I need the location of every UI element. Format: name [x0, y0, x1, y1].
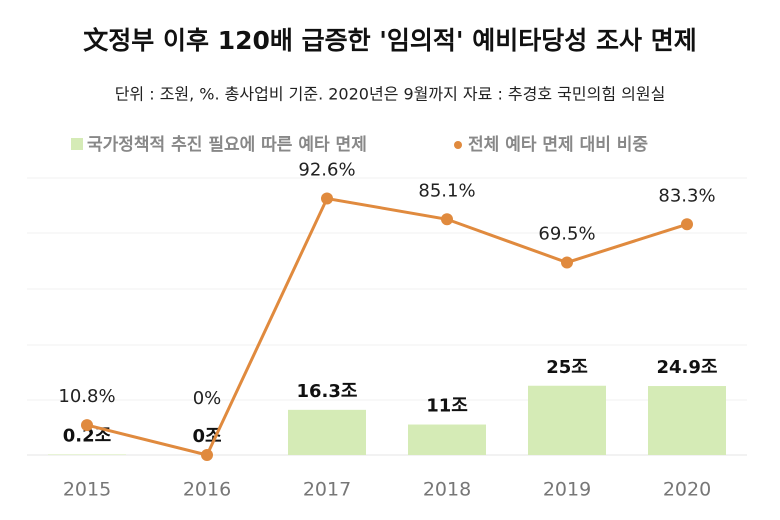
- line-value-label: 0%: [193, 388, 222, 409]
- x-tick-label: 2016: [183, 479, 231, 501]
- x-tick-label: 2020: [663, 479, 711, 501]
- legend-label: 전체 예타 면제 대비 비중: [468, 135, 648, 155]
- legend-swatch: [454, 141, 462, 149]
- line-value-label: 83.3%: [658, 185, 715, 206]
- x-tick-label: 2015: [63, 479, 111, 501]
- line-value-label: 69.5%: [538, 223, 595, 244]
- line-value-label: 85.1%: [418, 180, 475, 201]
- line-point: [81, 419, 93, 432]
- bar-value-label: 11조: [426, 396, 468, 417]
- bar-value-label: 25조: [546, 357, 588, 378]
- line: [86, 196, 688, 457]
- bar: [408, 424, 486, 455]
- bar-value-label: 24.9조: [657, 357, 718, 378]
- line-point: [441, 213, 453, 226]
- line-point: [681, 218, 693, 231]
- x-tick-label: 2018: [423, 479, 471, 501]
- line-point: [201, 449, 213, 461]
- x-tick-label: 2019: [543, 479, 591, 501]
- x-tick-label: 2017: [303, 479, 351, 501]
- line-point: [561, 256, 573, 269]
- bar: [48, 454, 126, 455]
- bar: [528, 385, 606, 455]
- bar-value-label: 16.3조: [297, 381, 358, 402]
- chart-subtitle: 단위 : 조원, %. 총사업비 기준. 2020년은 9월까지 자료 : 추경…: [115, 85, 666, 104]
- legend-swatch: [71, 138, 83, 150]
- line-value-label: 92.6%: [298, 159, 355, 180]
- line-value-label: 10.8%: [58, 386, 115, 407]
- bar: [288, 409, 366, 455]
- legend-label: 국가정책적 추진 필요에 따른 예타 면제: [87, 135, 367, 155]
- chart-title: 文정부 이후 120배 급증한 '임의적' 예비타당성 조사 면제: [83, 26, 696, 55]
- bar-value-label: 0.2조: [63, 425, 111, 446]
- bar: [648, 386, 726, 455]
- line-point: [321, 192, 333, 205]
- grid: [27, 177, 747, 456]
